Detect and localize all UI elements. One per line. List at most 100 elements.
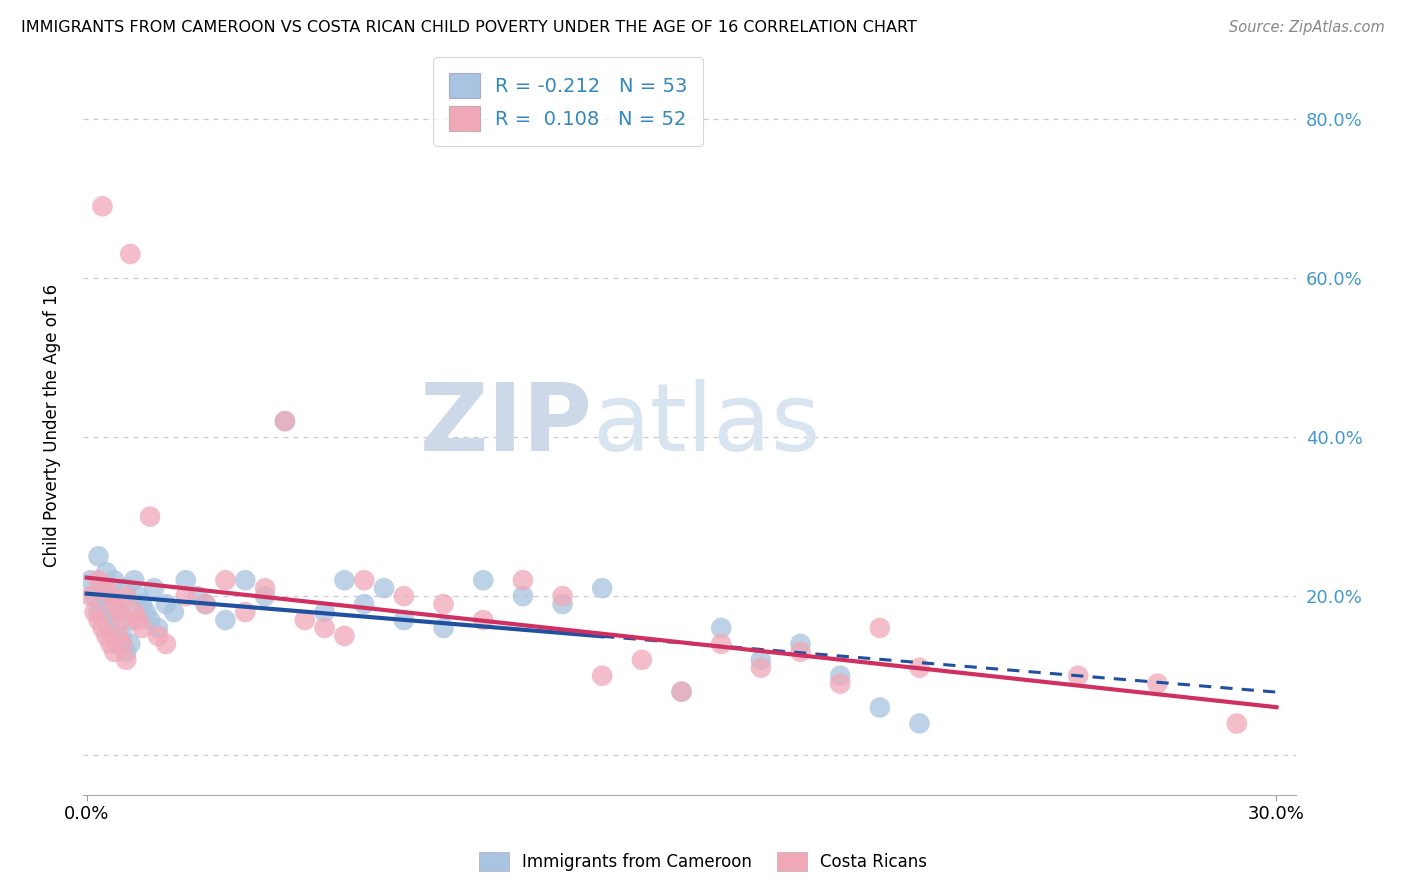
Point [233, 574, 256, 588]
Point [139, 509, 162, 524]
Point [100, 621, 122, 635]
Point [139, 613, 162, 627]
Point [294, 613, 316, 627]
Point [254, 581, 277, 595]
Point [131, 597, 153, 611]
Point [254, 589, 277, 603]
Point [127, 589, 149, 603]
Point [1146, 676, 1168, 690]
Point [115, 589, 138, 603]
Point [96, 566, 118, 580]
Point [749, 653, 772, 667]
Point [710, 637, 733, 651]
Point [1067, 669, 1090, 683]
Point [115, 653, 138, 667]
Point [120, 637, 142, 651]
Point [143, 581, 166, 595]
Point [432, 597, 454, 611]
Point [115, 645, 138, 659]
Point [174, 589, 197, 603]
Point [79, 574, 101, 588]
Point [512, 589, 534, 603]
Point [100, 637, 122, 651]
Point [103, 629, 125, 643]
Point [1226, 716, 1249, 731]
Point [314, 605, 336, 619]
Point [87, 574, 110, 588]
Point [333, 574, 356, 588]
Point [111, 597, 134, 611]
Point [353, 574, 375, 588]
Point [194, 597, 217, 611]
Point [749, 661, 772, 675]
Point [87, 613, 110, 627]
Point [91, 621, 114, 635]
Point [122, 574, 145, 588]
Point [100, 589, 122, 603]
Point [146, 621, 169, 635]
Point [353, 597, 375, 611]
Point [671, 684, 693, 698]
Legend: Immigrants from Cameroon, Costa Ricans: Immigrants from Cameroon, Costa Ricans [471, 843, 935, 880]
Point [96, 613, 118, 627]
Point [392, 613, 415, 627]
Point [233, 605, 256, 619]
Point [671, 684, 693, 698]
Point [789, 645, 811, 659]
Point [432, 621, 454, 635]
Point [127, 613, 149, 627]
Point [111, 629, 134, 643]
Point [174, 574, 197, 588]
Point [830, 676, 852, 690]
Legend: R = -0.212   N = 53, R =  0.108   N = 52: R = -0.212 N = 53, R = 0.108 N = 52 [433, 57, 703, 146]
Point [107, 637, 129, 651]
Point [214, 574, 236, 588]
Point [146, 629, 169, 643]
Point [908, 716, 931, 731]
Point [111, 613, 134, 627]
Point [83, 605, 105, 619]
Y-axis label: Child Poverty Under the Age of 16: Child Poverty Under the Age of 16 [44, 284, 60, 566]
Point [274, 414, 297, 428]
Text: atlas: atlas [592, 379, 821, 471]
Point [91, 199, 114, 213]
Point [100, 589, 122, 603]
Point [551, 597, 574, 611]
Point [91, 581, 114, 595]
Text: Source: ZipAtlas.com: Source: ZipAtlas.com [1229, 20, 1385, 35]
Point [83, 589, 105, 603]
Point [120, 247, 142, 261]
Point [333, 629, 356, 643]
Text: IMMIGRANTS FROM CAMEROON VS COSTA RICAN CHILD POVERTY UNDER THE AGE OF 16 CORREL: IMMIGRANTS FROM CAMEROON VS COSTA RICAN … [21, 20, 917, 35]
Point [96, 629, 118, 643]
Point [472, 574, 495, 588]
Point [87, 549, 110, 564]
Point [392, 589, 415, 603]
Point [512, 574, 534, 588]
Point [107, 629, 129, 643]
Point [122, 605, 145, 619]
Point [908, 661, 931, 675]
Point [103, 645, 125, 659]
Point [710, 621, 733, 635]
Point [131, 621, 153, 635]
Point [111, 637, 134, 651]
Point [163, 605, 186, 619]
Point [79, 589, 101, 603]
Point [194, 597, 217, 611]
Point [91, 597, 114, 611]
Point [87, 605, 110, 619]
Point [472, 613, 495, 627]
Point [830, 669, 852, 683]
Point [274, 414, 297, 428]
Point [214, 613, 236, 627]
Point [120, 613, 142, 627]
Point [373, 581, 395, 595]
Point [103, 574, 125, 588]
Point [96, 581, 118, 595]
Point [591, 581, 613, 595]
Point [314, 621, 336, 635]
Point [115, 581, 138, 595]
Point [187, 589, 209, 603]
Point [135, 605, 157, 619]
